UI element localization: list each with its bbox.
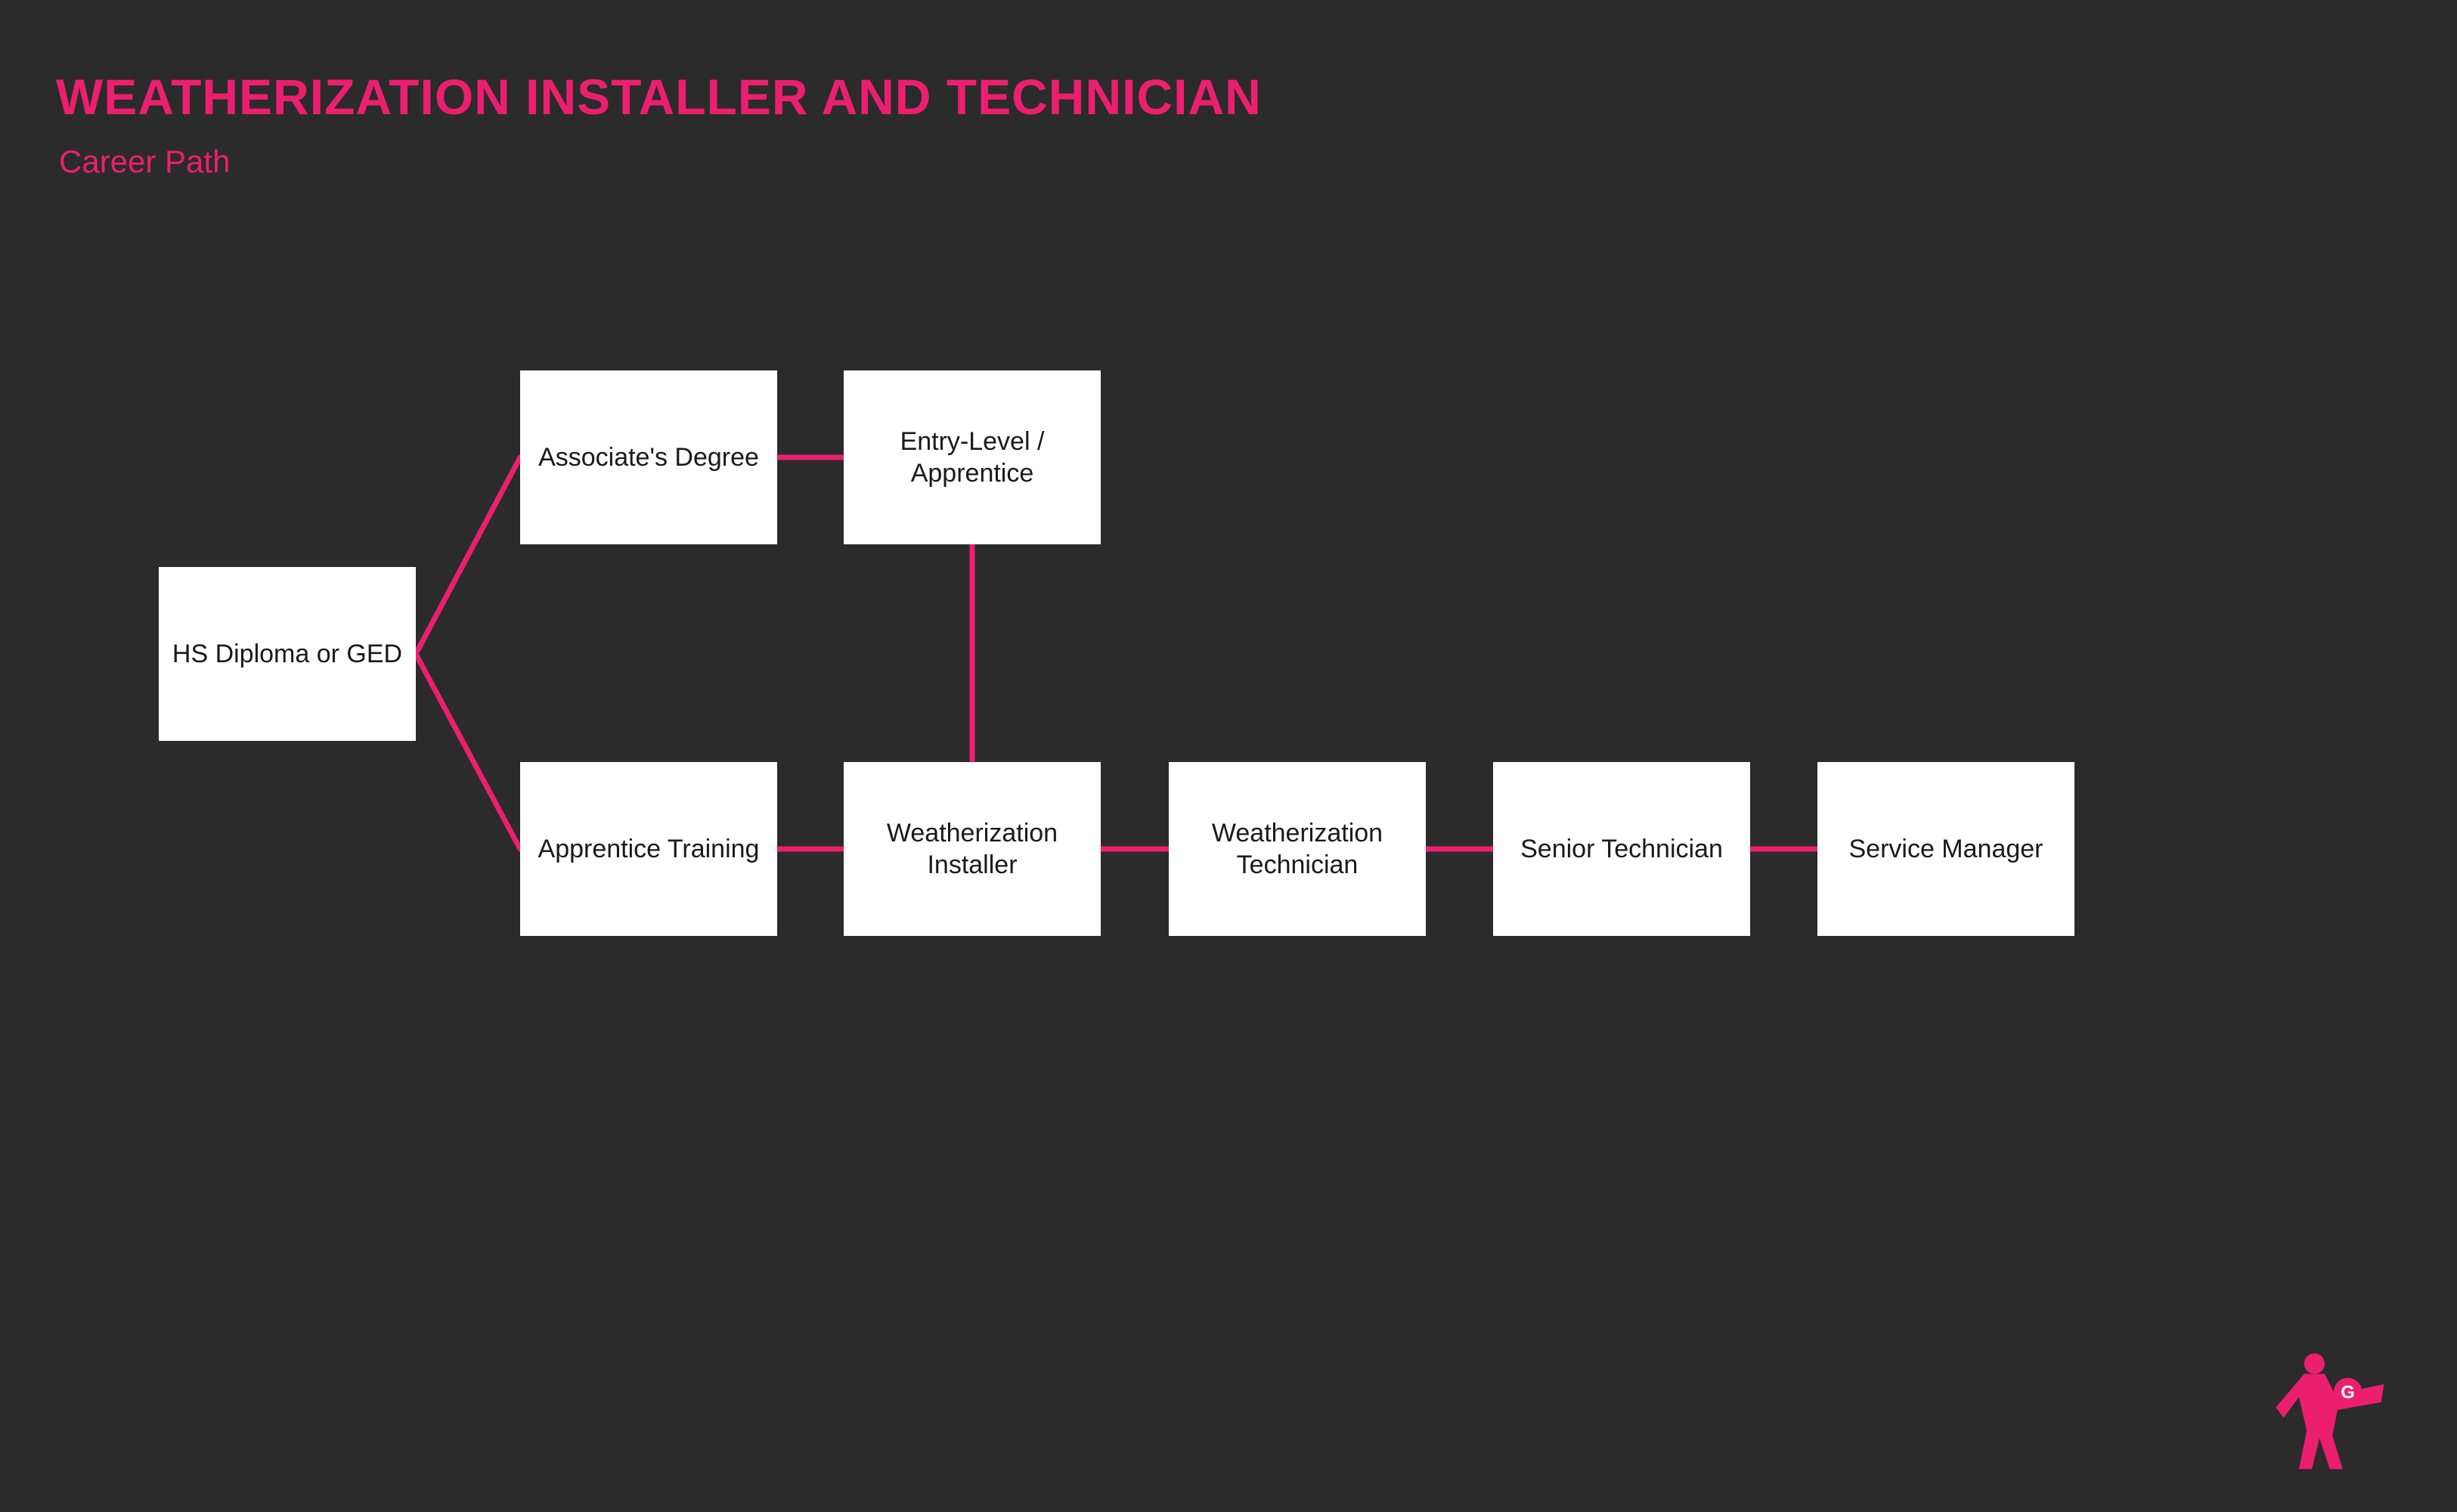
flow-node-wxtech: Weatherization Technician (1169, 762, 1426, 936)
page-subtitle: Career Path (59, 144, 230, 180)
flow-node-srtech: Senior Technician (1493, 762, 1750, 936)
edge-hs-assoc (416, 457, 520, 654)
flow-node-wxinst: Weatherization Installer (844, 762, 1101, 936)
svg-text:G: G (2341, 1383, 2355, 1403)
diagram-stage: WEATHERIZATION INSTALLER AND TECHNICIAN … (0, 0, 2457, 1512)
flow-node-entry: Entry-Level / Apprentice (844, 370, 1101, 544)
edges-layer (0, 0, 2457, 1512)
flow-node-assoc: Associate's Degree (520, 370, 777, 544)
edge-hs-apptrain (416, 654, 520, 849)
page-title: WEATHERIZATION INSTALLER AND TECHNICIAN (56, 68, 1262, 125)
brand-logo: G (2260, 1346, 2389, 1474)
hero-icon: G (2260, 1346, 2389, 1474)
flow-node-hs: HS Diploma or GED (159, 567, 416, 741)
flow-node-apptrain: Apprentice Training (520, 762, 777, 936)
flow-node-svcmgr: Service Manager (1817, 762, 2074, 936)
